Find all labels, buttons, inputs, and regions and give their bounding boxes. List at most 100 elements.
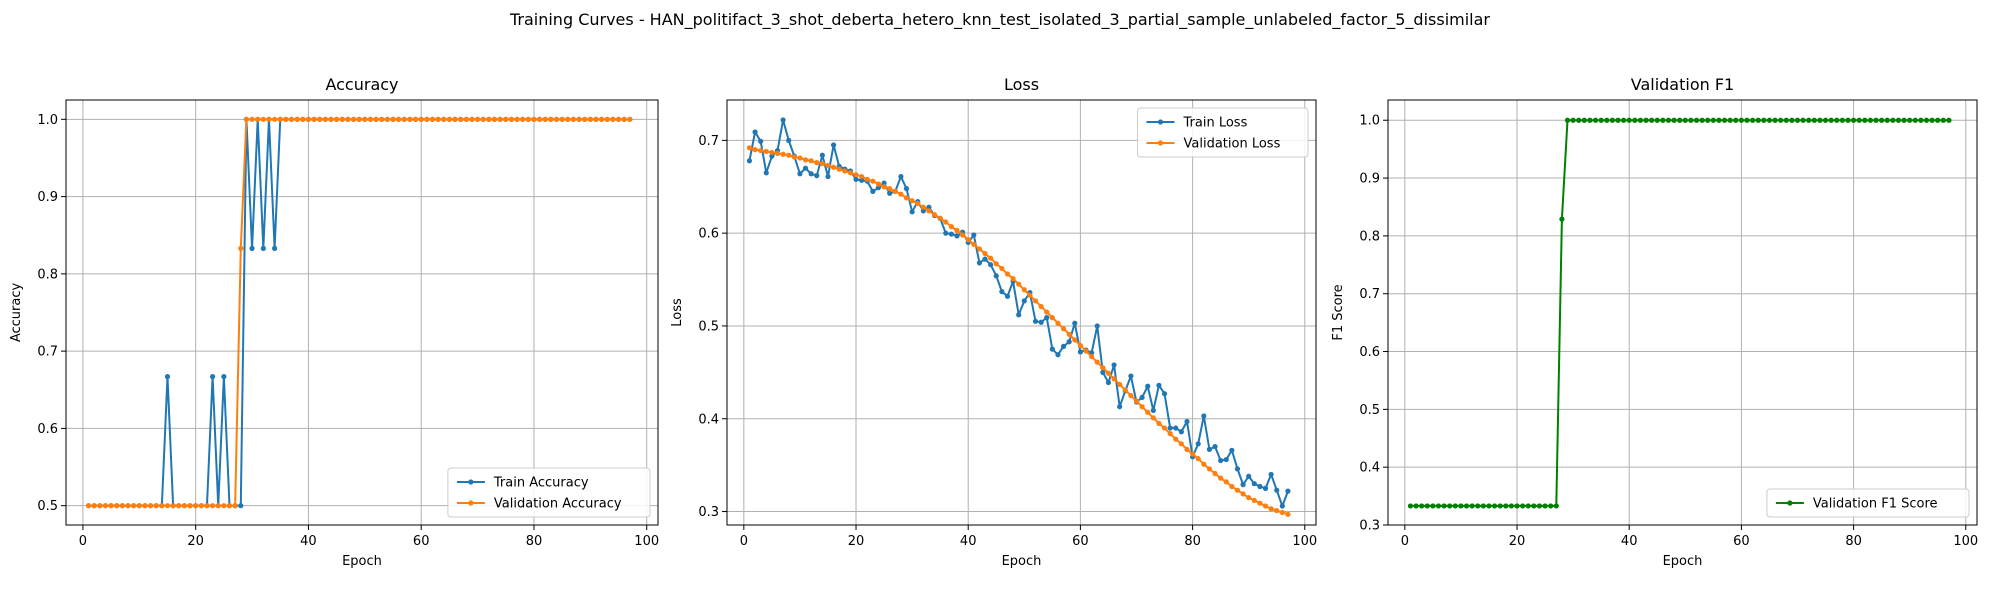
data-point [1285, 488, 1291, 494]
data-point [1077, 342, 1083, 349]
data-point [763, 148, 769, 155]
data-point [576, 116, 582, 122]
data-point [1072, 320, 1078, 326]
data-point [1195, 456, 1201, 462]
data-point [1935, 117, 1941, 123]
data-point [1458, 503, 1464, 509]
data-point [954, 233, 960, 239]
data-point [1918, 117, 1924, 123]
data-point [1716, 117, 1722, 123]
x-axis-label: Epoch [1663, 554, 1703, 569]
data-point [746, 145, 753, 151]
data-point [1901, 117, 1907, 123]
data-point [322, 116, 328, 122]
data-point [1027, 292, 1033, 298]
data-point [1828, 117, 1834, 123]
data-point [1117, 404, 1123, 410]
data-point [903, 186, 910, 192]
subplot-validation-f1: 0 20 40 60 80 100 0.3 0.4 0.5 0.6 0.7 0.8 0.9 1.0 Vali… [1331, 75, 1978, 569]
data-point [350, 116, 357, 122]
data-point [193, 503, 199, 509]
data-point [1218, 475, 1224, 481]
data-point [774, 150, 781, 156]
data-point [1167, 425, 1173, 431]
data-point [1201, 413, 1207, 419]
data-point [570, 116, 577, 122]
data-point [615, 116, 622, 122]
data-point [920, 204, 926, 210]
data-point [1570, 117, 1576, 123]
legend-label: Validation F1 Score [1813, 497, 1938, 512]
subplot-loss: 0 20 40 60 80 100 0.3 0.4 0.5 0.6 0.7 Loss Epoch Loss… [670, 75, 1317, 569]
data-point [1682, 117, 1688, 123]
data-point [604, 116, 610, 122]
data-point [1435, 503, 1442, 509]
data-point [1021, 287, 1027, 293]
data-point [780, 117, 786, 123]
data-point [1240, 482, 1246, 488]
data-point [260, 245, 266, 251]
data-point [1654, 117, 1660, 123]
data-point [1463, 503, 1470, 509]
x-tick-label: 100 [1292, 534, 1317, 549]
data-point [993, 273, 999, 279]
data-point [1004, 293, 1011, 299]
data-point [1424, 503, 1430, 509]
data-point [943, 219, 949, 225]
data-point [954, 227, 960, 233]
data-point [1649, 117, 1655, 123]
data-point [1598, 117, 1604, 123]
data-point [1229, 447, 1235, 453]
data-point [181, 503, 187, 509]
data-point [91, 503, 97, 509]
data-point [960, 232, 966, 238]
data-point [1268, 506, 1274, 512]
data-point [1542, 503, 1548, 509]
data-point [1514, 503, 1520, 509]
data-point [542, 116, 548, 122]
data-point [859, 173, 865, 180]
data-point [593, 116, 599, 122]
data-point [971, 232, 977, 238]
data-point [1268, 471, 1274, 478]
data-point [215, 503, 221, 509]
data-point [830, 142, 837, 148]
data-point [1738, 117, 1744, 123]
data-point [599, 116, 605, 122]
data-point [553, 116, 560, 122]
data-point [1234, 487, 1241, 493]
data-point [1884, 117, 1890, 123]
y-axis-label: F1 Score [1331, 284, 1346, 340]
data-point [819, 160, 825, 167]
data-point [362, 116, 368, 122]
data-point [136, 503, 142, 509]
y-tick-label: 0.6 [698, 227, 719, 242]
data-point [424, 116, 430, 122]
series-train-loss [746, 117, 1291, 509]
legend-label: Train Loss [1183, 116, 1248, 131]
data-point [1497, 503, 1503, 509]
data-point [1184, 418, 1190, 425]
y-tick-label: 0.7 [37, 345, 58, 360]
data-point [1257, 500, 1263, 506]
data-point [1167, 431, 1173, 437]
data-point [1128, 392, 1134, 399]
data-point [85, 503, 92, 509]
data-point [1592, 117, 1599, 123]
subplot-accuracy: 0 20 40 60 80 100 0.5 0.6 0.7 0.8 0.9 1.0 Accuracy Ep… [9, 75, 659, 569]
data-point [1122, 387, 1128, 393]
data-point [1469, 503, 1475, 509]
data-point [1705, 117, 1711, 123]
data-point [497, 116, 503, 122]
data-point [1912, 117, 1918, 123]
x-tick-label: 40 [1621, 534, 1638, 549]
data-point [1783, 117, 1789, 123]
data-point [1145, 383, 1151, 389]
data-point [875, 185, 882, 191]
data-point [999, 265, 1005, 272]
data-point [621, 116, 627, 122]
data-point [1206, 446, 1213, 452]
data-point [559, 116, 565, 122]
data-point [1744, 117, 1750, 123]
